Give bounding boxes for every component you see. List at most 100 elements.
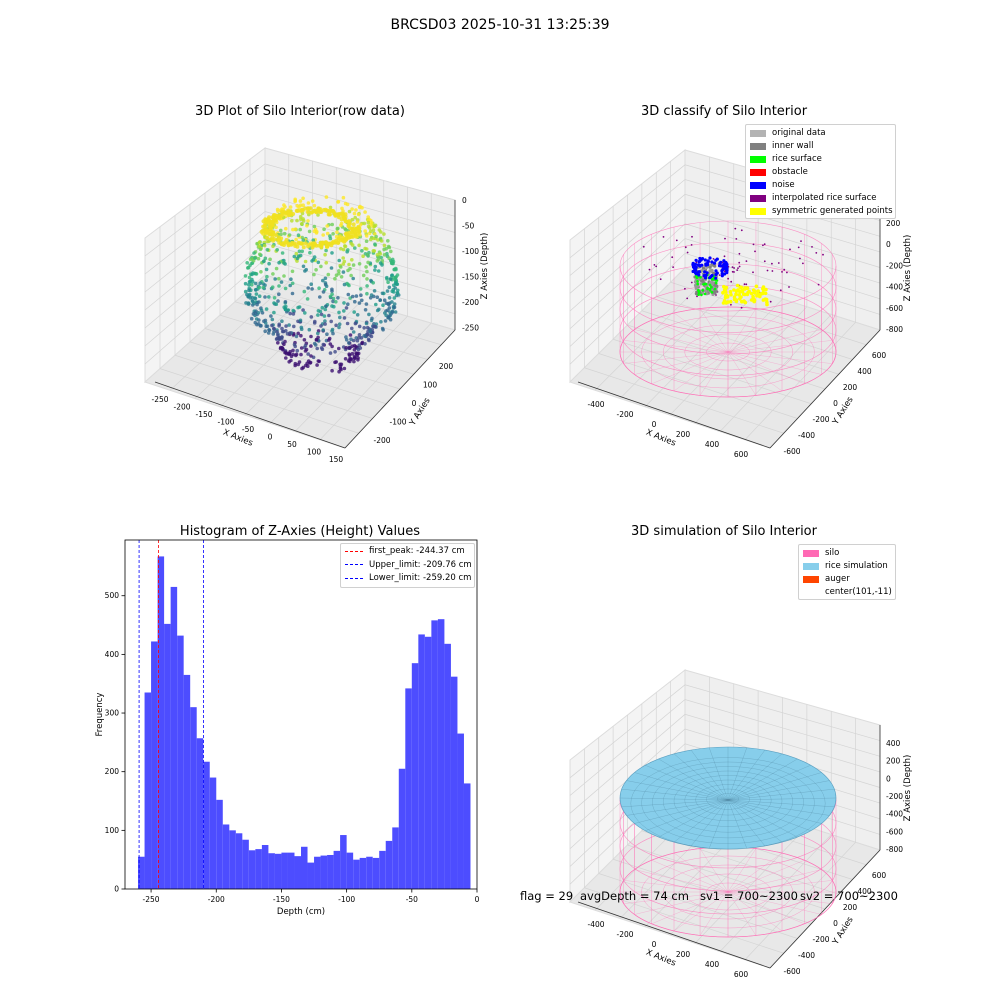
interpolated-point xyxy=(779,289,782,292)
symmetric-point xyxy=(729,292,733,297)
data-point xyxy=(338,362,342,367)
histogram-legend-entry: Lower_limit: -259.20 cm xyxy=(345,573,471,585)
y-tick-label: 0 xyxy=(833,399,838,408)
rice-mesh-line xyxy=(621,788,729,801)
data-point xyxy=(331,232,335,236)
rice-mesh-line xyxy=(727,780,830,801)
data-point xyxy=(277,260,281,265)
data-point xyxy=(375,295,380,300)
data-point xyxy=(394,266,398,271)
interpolated-point xyxy=(811,246,813,248)
interpolated-point xyxy=(712,258,715,260)
data-point xyxy=(263,329,268,334)
interpolated-point xyxy=(737,267,739,269)
data-point xyxy=(319,210,324,214)
data-point xyxy=(276,209,280,213)
noise-point xyxy=(712,261,717,265)
x-axis-line xyxy=(577,901,771,969)
x-tick-label: -150 xyxy=(273,895,290,904)
rice-mesh-line xyxy=(673,799,729,843)
data-point xyxy=(279,280,284,284)
data-point xyxy=(299,327,304,332)
silo-ring xyxy=(619,242,837,333)
grid-line xyxy=(569,223,881,330)
data-point xyxy=(263,295,267,299)
data-point xyxy=(250,272,254,277)
rice-mesh-line xyxy=(727,765,811,801)
x-axis-label: X Axies xyxy=(644,428,677,449)
y-tick-label: -200 xyxy=(812,415,829,424)
data-point xyxy=(316,309,321,313)
data-point xyxy=(330,327,335,332)
data-point xyxy=(321,290,326,294)
data-point xyxy=(322,227,326,231)
data-point xyxy=(276,341,280,345)
grid-line xyxy=(569,699,881,796)
data-point xyxy=(276,299,280,303)
data-point xyxy=(341,262,346,266)
data-point xyxy=(328,351,333,355)
interpolated-point xyxy=(659,278,662,281)
grid-line xyxy=(144,179,456,275)
rice-mesh-line xyxy=(727,799,811,831)
histogram-bar xyxy=(190,707,197,889)
data-point xyxy=(301,203,306,207)
data-point xyxy=(293,197,298,202)
data-point xyxy=(318,295,322,299)
rice-mesh-line xyxy=(727,799,798,838)
data-point xyxy=(309,315,314,319)
noise-point xyxy=(708,276,712,280)
silo-floor-line xyxy=(727,891,783,932)
rice-mesh-line xyxy=(727,799,830,816)
data-point xyxy=(303,241,308,246)
noise-point xyxy=(702,274,706,278)
data-point xyxy=(354,227,359,232)
z-tick-label: 0 xyxy=(886,240,891,249)
y-tick-label: -600 xyxy=(783,447,800,456)
symmetric-point xyxy=(721,301,726,305)
data-point xyxy=(275,330,279,334)
y-tick-label: -200 xyxy=(373,436,390,445)
data-point xyxy=(309,334,313,339)
data-point xyxy=(337,325,341,330)
data-point xyxy=(329,319,334,324)
data-point xyxy=(311,238,316,242)
data-point xyxy=(254,272,259,276)
data-point xyxy=(389,261,394,266)
data-point xyxy=(272,310,276,315)
data-point xyxy=(356,356,360,360)
data-point xyxy=(338,366,343,371)
data-point xyxy=(265,235,270,240)
noise-point xyxy=(720,271,724,276)
rice-surface-point xyxy=(714,281,718,285)
simulation-legend: silo rice simulation auger center(101,-11) xyxy=(798,544,896,600)
data-point xyxy=(382,243,387,248)
rice-mesh-line xyxy=(727,758,798,801)
x-axis-label: X Axies xyxy=(644,948,677,969)
histogram-title: Histogram of Z-Axies (Height) Values xyxy=(179,524,421,539)
data-point xyxy=(378,252,383,256)
data-point xyxy=(330,251,334,255)
x-axis-label: Depth (cm) xyxy=(277,907,325,917)
data-point xyxy=(366,260,370,265)
silo-floor-line xyxy=(673,312,729,353)
data-point xyxy=(267,224,272,228)
data-point xyxy=(349,241,354,246)
data-point xyxy=(264,307,269,311)
data-point xyxy=(375,253,380,257)
data-point xyxy=(262,223,267,228)
z-tick-label: -250 xyxy=(462,324,479,333)
data-point xyxy=(337,322,342,327)
data-point xyxy=(373,232,377,236)
interpolated-point xyxy=(723,255,726,258)
histogram-bar xyxy=(320,855,328,889)
data-point xyxy=(323,252,327,257)
data-point xyxy=(347,341,351,345)
interpolated-point xyxy=(718,274,721,276)
data-point xyxy=(306,364,310,369)
histogram-bar xyxy=(281,852,288,889)
symmetric-point xyxy=(760,291,765,296)
data-point xyxy=(298,214,303,219)
rice-mesh-line xyxy=(626,799,729,816)
data-point xyxy=(360,249,364,253)
